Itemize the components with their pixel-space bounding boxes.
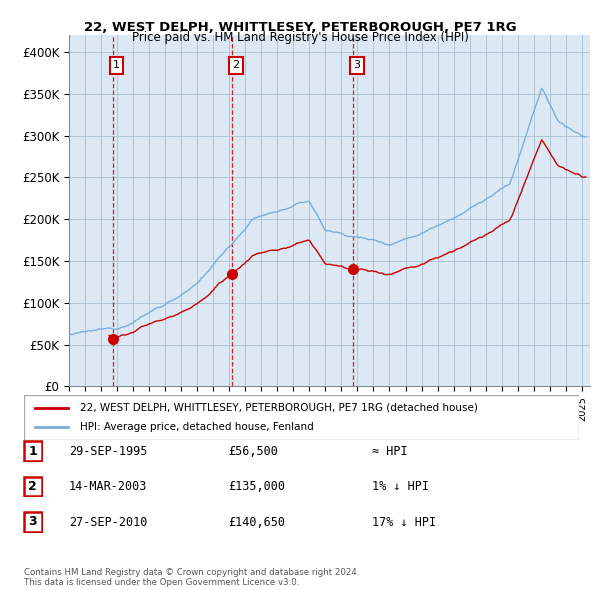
Text: £140,650: £140,650 [228, 516, 285, 529]
Text: 3: 3 [28, 515, 37, 529]
Text: 2: 2 [28, 480, 37, 493]
Text: ≈ HPI: ≈ HPI [372, 445, 407, 458]
Text: 22, WEST DELPH, WHITTLESEY, PETERBOROUGH, PE7 1RG (detached house): 22, WEST DELPH, WHITTLESEY, PETERBOROUGH… [79, 403, 478, 412]
Text: 14-MAR-2003: 14-MAR-2003 [69, 480, 148, 493]
Text: 29-SEP-1995: 29-SEP-1995 [69, 445, 148, 458]
Text: £135,000: £135,000 [228, 480, 285, 493]
Text: 27-SEP-2010: 27-SEP-2010 [69, 516, 148, 529]
Text: 1% ↓ HPI: 1% ↓ HPI [372, 480, 429, 493]
Text: Contains HM Land Registry data © Crown copyright and database right 2024.
This d: Contains HM Land Registry data © Crown c… [24, 568, 359, 587]
Text: 17% ↓ HPI: 17% ↓ HPI [372, 516, 436, 529]
Text: Price paid vs. HM Land Registry's House Price Index (HPI): Price paid vs. HM Land Registry's House … [131, 31, 469, 44]
Text: HPI: Average price, detached house, Fenland: HPI: Average price, detached house, Fenl… [79, 422, 313, 432]
Text: 1: 1 [28, 444, 37, 458]
Text: 2: 2 [232, 61, 239, 70]
Text: 22, WEST DELPH, WHITTLESEY, PETERBOROUGH, PE7 1RG: 22, WEST DELPH, WHITTLESEY, PETERBOROUGH… [83, 21, 517, 34]
Text: £56,500: £56,500 [228, 445, 278, 458]
Text: 3: 3 [353, 61, 361, 70]
Text: 1: 1 [113, 61, 120, 70]
